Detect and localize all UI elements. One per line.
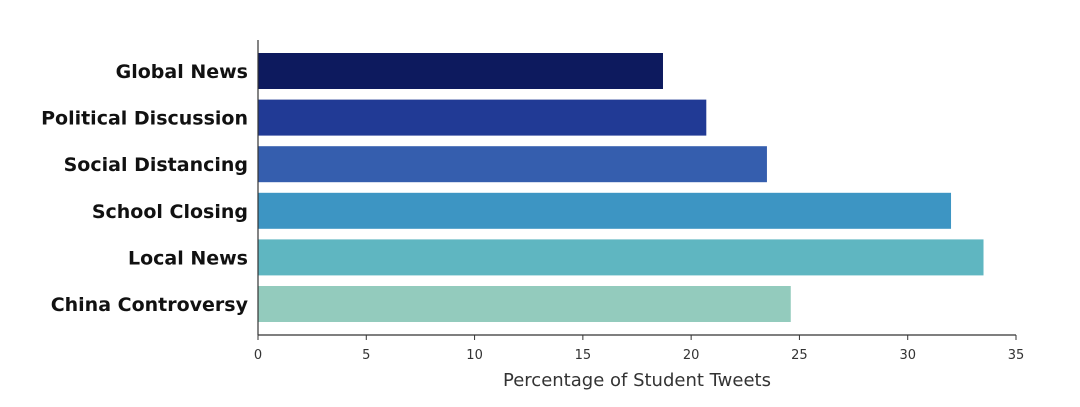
category-labels: Global News Political Discussion Social Di… <box>41 61 249 316</box>
x-tick-label: 5 <box>362 348 370 363</box>
category-label: Global News <box>116 61 248 83</box>
bar-china-controversy <box>258 286 791 322</box>
bars-group <box>258 53 984 322</box>
category-label: Political Discussion <box>41 108 248 130</box>
x-tick-label: 0 <box>254 348 262 363</box>
x-tick-label: 30 <box>899 348 916 363</box>
bar-social-distancing <box>258 146 767 183</box>
x-tick-label: 25 <box>791 348 808 363</box>
category-label: China Controversy <box>51 294 249 316</box>
bar-local-news <box>258 239 984 276</box>
bar-global-news <box>258 53 663 89</box>
x-tick-label: 20 <box>683 348 700 363</box>
bar-political-discussion <box>258 99 707 136</box>
x-tick-label: 10 <box>466 348 483 363</box>
x-axis-title: Percentage of Student Tweets <box>503 370 771 391</box>
bar-school-closing <box>258 192 952 229</box>
category-label: School Closing <box>92 201 248 223</box>
category-label: Social Distancing <box>64 154 248 176</box>
category-label: Local News <box>128 247 248 269</box>
x-tick-label: 35 <box>1008 348 1025 363</box>
x-tick-label: 15 <box>575 348 592 363</box>
x-axis-ticks: 0 5 10 15 20 25 30 35 <box>254 335 1024 363</box>
